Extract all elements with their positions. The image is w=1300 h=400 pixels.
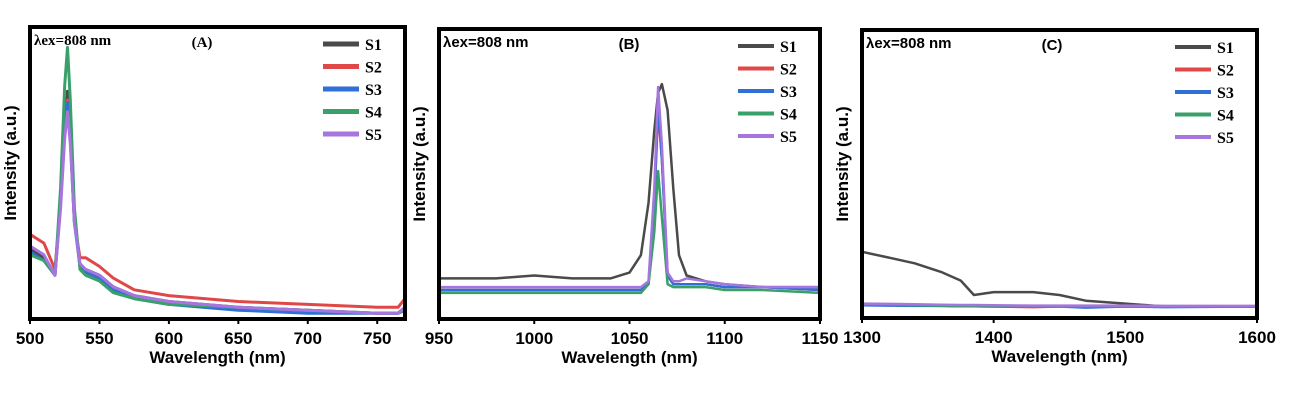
legend-label-s5: S5 xyxy=(780,129,797,146)
legend-label-s2: S2 xyxy=(365,60,382,77)
x-tick-label: 1100 xyxy=(706,329,743,348)
chart-panel-3: 1300 1400 1500 1600 Wavelength (nm) Intensity… xyxy=(833,28,1276,366)
legend-label-s2: S2 xyxy=(780,62,797,79)
x-tick-label: 1050 xyxy=(611,329,649,348)
series-line-s1 xyxy=(29,89,406,315)
x-tick-label: 750 xyxy=(363,329,391,348)
x-tick-label: 700 xyxy=(294,329,322,348)
panel-label: (B) xyxy=(619,36,640,53)
series-line-s3 xyxy=(439,103,821,292)
x-axis-label: Wavelength (nm) xyxy=(561,348,697,367)
x-tick-label: 550 xyxy=(85,329,113,348)
excitation-annotation: λex=808 nm xyxy=(866,35,951,52)
legend-label-s3: S3 xyxy=(365,82,382,99)
x-tick-label: 650 xyxy=(224,329,252,348)
y-axis-label: Intensity (a.u.) xyxy=(410,106,429,221)
x-tick-label: 1400 xyxy=(975,328,1013,347)
panel-label: (C) xyxy=(1042,37,1063,54)
x-axis-label: Wavelength (nm) xyxy=(149,348,285,367)
legend-label-s2: S2 xyxy=(1217,63,1234,80)
legend-label-s4: S4 xyxy=(365,105,382,122)
x-tick-label: 1500 xyxy=(1106,328,1144,347)
legend-label-s4: S4 xyxy=(780,107,797,124)
x-tick-label: 1000 xyxy=(515,329,553,348)
x-tick-label: 600 xyxy=(155,329,183,348)
legend-label-s4: S4 xyxy=(1217,108,1234,125)
excitation-annotation: λex=808 nm xyxy=(34,33,112,49)
legend-label-s5: S5 xyxy=(365,127,382,144)
series-line-s4 xyxy=(439,169,821,295)
x-tick-label: 500 xyxy=(16,329,44,348)
x-tick-label: 1300 xyxy=(843,328,881,347)
x-tick-label: 1600 xyxy=(1238,328,1276,347)
legend-label-s1: S1 xyxy=(780,39,797,56)
legend-label-s1: S1 xyxy=(1217,40,1234,57)
legend-label-s5: S5 xyxy=(1217,130,1234,147)
plot-frame xyxy=(860,28,1259,320)
legend-label-s3: S3 xyxy=(1217,85,1234,102)
series-line-s5 xyxy=(29,110,406,315)
series-line-s5 xyxy=(439,85,820,289)
y-axis-label: Intensity (a.u.) xyxy=(833,106,852,221)
chart-panel-1: 500 550 600 650 700 750 Wavelength (nm) Intensi… xyxy=(1,25,407,367)
series-line-s1 xyxy=(861,250,1257,308)
legend-label-s3: S3 xyxy=(780,84,797,101)
panel-label: (A) xyxy=(192,35,213,51)
legend-label-s1: S1 xyxy=(365,37,382,54)
y-axis-label: Intensity (a.u.) xyxy=(1,105,20,220)
x-axis-label: Wavelength (nm) xyxy=(991,347,1127,366)
x-tick-label: 1150 xyxy=(802,329,839,348)
x-tick-label: 950 xyxy=(425,329,453,348)
plot-frame xyxy=(28,25,407,321)
plot-frame xyxy=(437,27,822,321)
excitation-annotation: λex=808 nm xyxy=(443,34,528,51)
chart-panel-2: 950 1000 1050 1100 1150 Wavelength (nm) Intens… xyxy=(410,27,839,367)
series-line-s5 xyxy=(861,302,1257,308)
